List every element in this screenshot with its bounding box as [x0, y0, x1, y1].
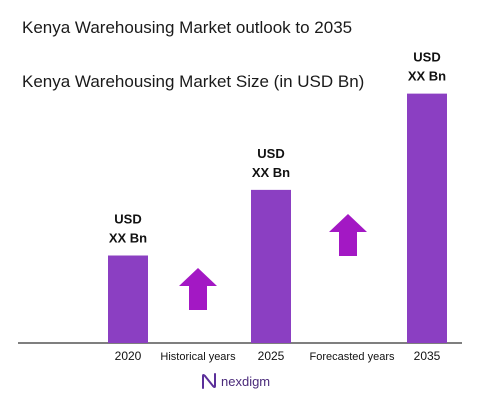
value-label-2035-line-2: XX Bn — [408, 69, 446, 84]
nexdigm-logo-icon — [202, 373, 216, 389]
annotation-label-1: Historical years — [160, 351, 236, 363]
page-title: Kenya Warehousing Market outlook to 2035 — [22, 18, 353, 37]
bar-2025 — [251, 189, 291, 343]
bar-2035 — [407, 93, 447, 343]
brand-logo: nexdigm — [201, 372, 270, 390]
category-label-2035: 2035 — [414, 349, 441, 363]
up-arrow-icon-2 — [329, 214, 367, 256]
category-label-2025: 2025 — [258, 349, 285, 363]
annotation-label-2: Forecasted years — [310, 351, 395, 363]
value-label-2020-line-1: USD — [114, 212, 141, 227]
value-label-2025-line-2: XX Bn — [252, 165, 290, 180]
up-arrow-icon-1 — [179, 268, 217, 310]
value-label-2020-line-2: XX Bn — [109, 231, 147, 246]
value-label-2025-line-1: USD — [257, 146, 284, 161]
value-label-2035-line-1: USD — [413, 50, 440, 65]
bar-2020 — [108, 255, 148, 343]
chart-title: Kenya Warehousing Market Size (in USD Bn… — [22, 72, 365, 91]
category-label-2020: 2020 — [115, 349, 142, 363]
brand-name: nexdigm — [221, 373, 271, 389]
